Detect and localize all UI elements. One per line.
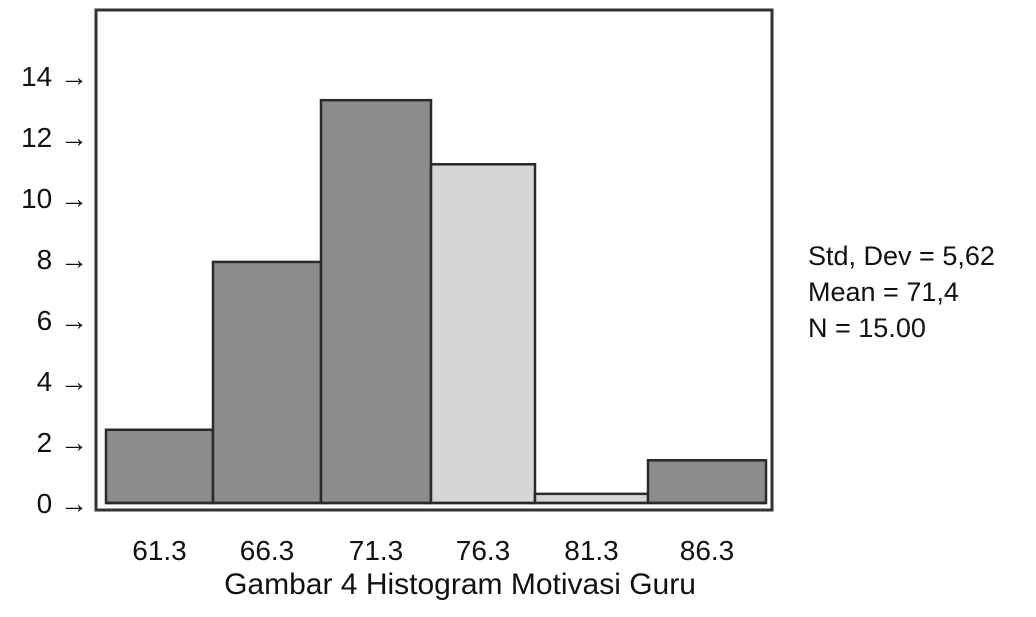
bar-66.3: [211, 260, 323, 505]
x-tick-label-71.3: 71.3: [349, 535, 404, 566]
mean-value: 71,4: [906, 277, 959, 307]
y-tick-label-0: 0 →: [37, 488, 88, 519]
bar-76.3: [429, 163, 537, 505]
y-tick-label-6: 6 →: [37, 305, 88, 336]
summary-statistics: Std, Dev = 5,62 Mean = 71,4 N = 15.00: [808, 238, 995, 346]
x-tick-label-86.3: 86.3: [680, 535, 735, 566]
x-tick-label-61.3: 61.3: [132, 535, 187, 566]
y-tick-label-8: 8 →: [37, 244, 88, 275]
y-tick-label-10: 10 →: [21, 183, 88, 214]
mean-stat: Mean = 71,4: [808, 277, 959, 307]
std-dev-value: 5,62: [942, 241, 995, 271]
bar-61.3: [104, 428, 215, 505]
y-tick-label-2: 2 →: [37, 427, 88, 458]
std-dev-label: Std, Dev: [808, 241, 912, 271]
std-dev-stat: Std, Dev = 5,62: [808, 241, 995, 271]
chart-title: Gambar 4 Histogram Motivasi Guru: [224, 568, 696, 601]
x-tick-label-76.3: 76.3: [456, 535, 511, 566]
y-tick-label-14: 14 →: [21, 61, 88, 92]
y-tick-label-12: 12 →: [21, 122, 88, 153]
n-value: 15.00: [858, 313, 926, 343]
bar-81.3: [533, 492, 650, 505]
y-tick-label-4: 4 →: [37, 366, 88, 397]
n-label: N: [808, 313, 828, 343]
bar-86.3: [646, 459, 768, 505]
bar-71.3: [319, 98, 433, 505]
mean-label: Mean: [808, 277, 876, 307]
n-stat: N = 15.00: [808, 313, 926, 343]
x-tick-label-66.3: 66.3: [240, 535, 295, 566]
x-tick-label-81.3: 81.3: [564, 535, 619, 566]
